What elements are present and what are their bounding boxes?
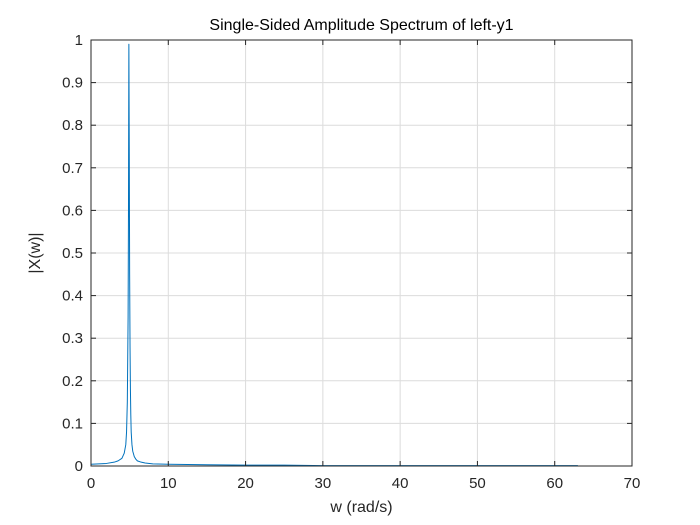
x-tick-labels: 0 10 20 30 40 50 60 70: [87, 475, 641, 492]
y-tick-label: 0.8: [62, 117, 83, 134]
y-tick-label: 0.4: [62, 288, 83, 305]
series-layer: [90, 43, 578, 467]
y-tick-labels: 0 0.1 0.2 0.3 0.4 0.5 0.6 0.7 0.8 0.9 1: [62, 32, 83, 475]
x-tick-label: 0: [87, 475, 95, 492]
y-tick-label: 1: [75, 32, 83, 49]
y-tick-label: 0.3: [62, 330, 83, 347]
y-tick-label: 0.1: [62, 415, 83, 432]
y-tick-label: 0.9: [62, 75, 83, 92]
y-tick-label: 0.6: [62, 202, 83, 219]
x-tick-label: 20: [237, 475, 254, 492]
x-tick-label: 50: [469, 475, 486, 492]
y-tick-label: 0.5: [62, 245, 83, 262]
y-tick-label: 0: [75, 458, 83, 475]
spectrum-series-line-1: [90, 43, 578, 467]
x-tick-label: 40: [392, 475, 409, 492]
y-axis-title: |X(w)|: [27, 232, 44, 273]
y-tick-label: 0.2: [62, 373, 83, 390]
x-tick-label: 30: [315, 475, 332, 492]
tick-marks: [90, 39, 633, 467]
y-tick-label: 0.7: [62, 160, 83, 177]
x-tick-label: 10: [160, 475, 177, 492]
x-tick-label: 60: [546, 475, 563, 492]
chart-title: Single-Sided Amplitude Spectrum of left-…: [209, 17, 513, 34]
x-axis-title: w (rad/s): [329, 499, 392, 516]
x-tick-label: 70: [624, 475, 641, 492]
